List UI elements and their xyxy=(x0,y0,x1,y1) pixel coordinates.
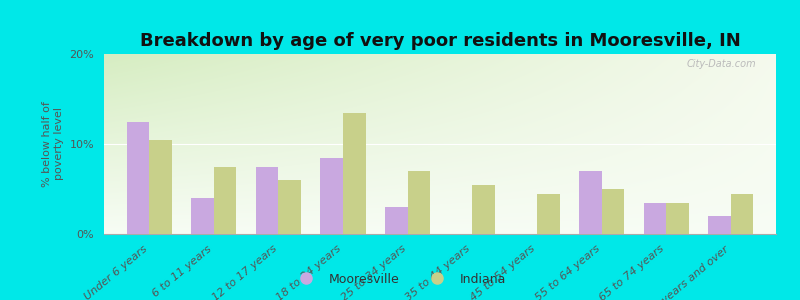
Bar xyxy=(666,202,689,234)
Bar xyxy=(150,140,172,234)
Title: Breakdown by age of very poor residents in Mooresville, IN: Breakdown by age of very poor residents … xyxy=(140,32,740,50)
Bar xyxy=(537,194,559,234)
Bar xyxy=(602,189,624,234)
Bar xyxy=(256,167,278,234)
Text: City-Data.com: City-Data.com xyxy=(686,59,756,69)
Bar xyxy=(579,171,602,234)
Bar xyxy=(278,180,301,234)
Bar xyxy=(343,112,366,234)
Bar xyxy=(214,167,237,234)
Legend: Mooresville, Indiana: Mooresville, Indiana xyxy=(289,268,511,291)
Bar xyxy=(408,171,430,234)
Y-axis label: % below half of
poverty level: % below half of poverty level xyxy=(42,101,64,187)
Bar xyxy=(472,184,495,234)
Bar xyxy=(708,216,730,234)
Bar xyxy=(730,194,754,234)
Bar xyxy=(385,207,408,234)
Bar xyxy=(126,122,150,234)
Bar xyxy=(321,158,343,234)
Bar xyxy=(643,202,666,234)
Bar xyxy=(191,198,214,234)
